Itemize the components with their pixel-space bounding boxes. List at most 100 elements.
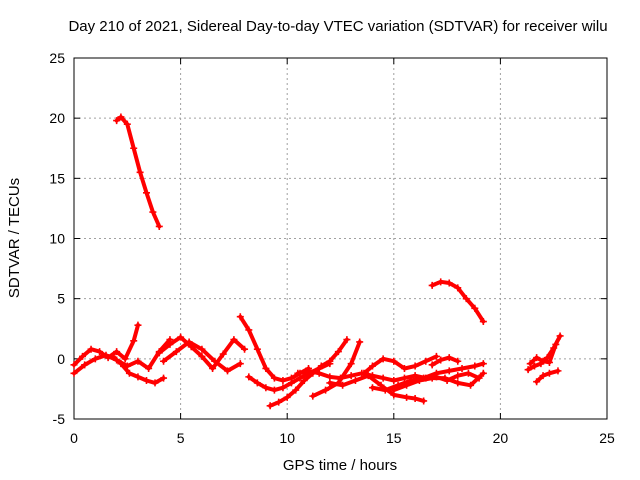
data-point — [322, 386, 330, 394]
series-track-5 — [160, 338, 244, 375]
data-point — [121, 355, 129, 363]
data-point — [70, 361, 78, 369]
data-point — [343, 336, 351, 344]
data-point — [211, 357, 219, 365]
data-point — [102, 351, 110, 359]
data-point — [411, 395, 419, 403]
data-point — [142, 376, 150, 384]
data-point — [464, 369, 472, 377]
data-point — [531, 362, 539, 370]
data-point — [347, 372, 355, 380]
data-point — [437, 278, 445, 286]
series-track-11 — [326, 372, 428, 405]
data-point — [305, 367, 313, 375]
data-point — [292, 386, 300, 394]
data-point — [270, 386, 278, 394]
data-point — [266, 402, 274, 410]
data-point — [117, 360, 125, 368]
data-series — [70, 113, 564, 410]
data-point — [262, 384, 270, 392]
data-point — [400, 364, 408, 372]
data-point — [241, 345, 249, 353]
data-point — [356, 338, 364, 346]
data-point — [471, 362, 479, 370]
data-point — [524, 366, 532, 374]
data-point — [130, 337, 138, 345]
data-point — [379, 374, 387, 382]
series-track-3 — [108, 352, 168, 387]
data-point — [236, 360, 244, 368]
data-point — [149, 208, 157, 216]
data-point — [253, 345, 261, 353]
data-point — [155, 349, 163, 357]
y-tick-label: 5 — [57, 291, 65, 307]
series-trace — [268, 337, 349, 408]
data-point — [411, 362, 419, 370]
data-point — [108, 352, 116, 360]
series-trace — [430, 355, 460, 367]
data-point — [136, 168, 144, 176]
data-point — [230, 336, 238, 344]
series-track-14 — [390, 369, 487, 394]
data-point — [347, 360, 355, 368]
data-point — [117, 113, 125, 121]
data-point — [539, 372, 547, 380]
data-point — [390, 357, 398, 365]
data-point — [445, 354, 453, 362]
data-point — [279, 384, 287, 392]
data-point — [317, 362, 325, 370]
data-point — [326, 373, 334, 381]
data-point — [441, 374, 449, 382]
data-point — [479, 318, 487, 326]
series-track-early-high — [113, 113, 163, 230]
data-point — [326, 379, 334, 387]
data-point — [400, 374, 408, 382]
data-point — [381, 386, 389, 394]
data-point — [415, 376, 423, 384]
x-tick-label: 15 — [386, 430, 402, 446]
data-point — [275, 398, 283, 406]
data-point — [245, 373, 253, 381]
data-point — [458, 364, 466, 372]
data-point — [539, 357, 547, 365]
y-tick-label: -5 — [53, 411, 66, 427]
data-point — [533, 354, 541, 362]
data-point — [253, 379, 261, 387]
chart-title: Day 210 of 2021, Sidereal Day-to-day VTE… — [68, 18, 607, 35]
x-tick-label: 0 — [70, 430, 78, 446]
data-point — [545, 358, 553, 366]
data-point — [209, 364, 217, 372]
data-point — [479, 369, 487, 377]
data-point — [87, 345, 95, 353]
data-point — [296, 374, 304, 382]
y-axis-label: SDTVAR / TECUs — [6, 178, 23, 298]
data-point — [279, 376, 287, 384]
series-track-17 — [526, 340, 560, 368]
data-point — [113, 117, 121, 125]
y-tick-label: 0 — [57, 351, 65, 367]
data-point — [326, 357, 334, 365]
data-point — [533, 378, 541, 386]
data-point — [454, 357, 462, 365]
data-point — [160, 357, 168, 365]
data-point — [166, 340, 174, 348]
data-point — [403, 393, 411, 401]
data-point — [445, 367, 453, 375]
data-point — [454, 284, 462, 292]
data-point — [224, 367, 232, 375]
x-axis-label: GPS time / hours — [283, 457, 397, 474]
data-point — [294, 369, 302, 377]
data-point — [270, 374, 278, 382]
data-point — [91, 355, 99, 363]
data-point — [79, 352, 87, 360]
data-point — [287, 379, 295, 387]
data-point — [96, 348, 104, 356]
x-tick-label: 25 — [599, 430, 615, 446]
data-point — [185, 338, 193, 346]
data-point — [245, 326, 253, 334]
data-point — [432, 352, 440, 360]
data-point — [219, 350, 227, 358]
data-point — [432, 369, 440, 377]
data-point — [81, 361, 89, 369]
